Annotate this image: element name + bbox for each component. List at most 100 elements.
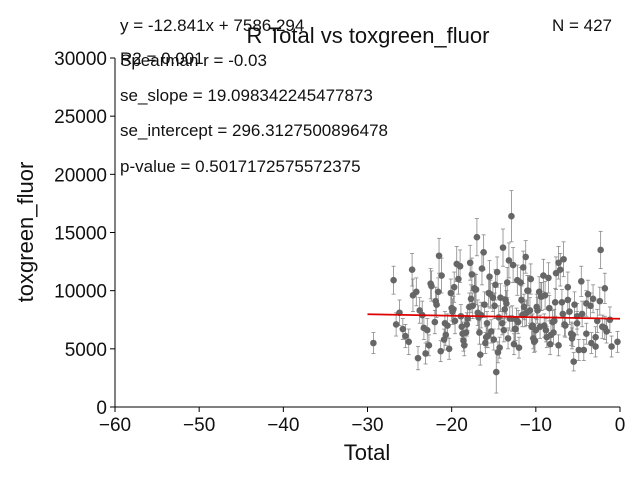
fit-line (367, 313, 621, 320)
data-point (558, 299, 566, 306)
y-tick-label: 5000 (65, 340, 107, 361)
data-point (483, 319, 491, 327)
stat-equation: y = -12.841x + 7586.294 (120, 16, 304, 35)
data-point (501, 305, 508, 313)
data-point (399, 325, 407, 333)
data-point (472, 286, 480, 293)
data-point (588, 339, 595, 347)
data-point (599, 323, 606, 331)
data-point (571, 301, 578, 308)
y-axis-label: toxgreen_fluor (13, 162, 38, 303)
data-point (451, 317, 459, 325)
data-point (528, 323, 535, 331)
data-point (577, 278, 585, 285)
data-point (435, 252, 443, 260)
data-point (476, 329, 483, 336)
data-point (596, 297, 604, 305)
data-point (503, 279, 511, 286)
data-point (459, 330, 466, 338)
data-point (515, 344, 523, 351)
data-point (597, 246, 604, 254)
data-point (537, 293, 545, 300)
y-tick-label: 0 (96, 398, 107, 419)
data-point (567, 330, 575, 338)
x-tick-label: −60 (99, 415, 131, 436)
x-tick-label: −30 (351, 415, 383, 436)
data-point (543, 333, 551, 341)
data-point (425, 342, 433, 349)
data-point (494, 349, 502, 356)
data-point (606, 316, 614, 324)
data-point (592, 333, 599, 341)
data-point (486, 273, 493, 281)
data-point (508, 212, 515, 220)
data-point (551, 299, 559, 306)
y-tick-label: 25000 (54, 107, 107, 128)
data-point (502, 296, 509, 304)
data-point (555, 259, 562, 267)
data-point (542, 326, 550, 334)
data-point (492, 368, 500, 376)
error-bars (371, 190, 620, 394)
x-axis-label: Total (344, 440, 390, 465)
data-point (420, 324, 428, 332)
data-point (460, 337, 467, 344)
stat-se-slope: se_slope = 19.098342245477873 (120, 86, 373, 105)
data-point (559, 310, 567, 318)
data-point (405, 338, 413, 346)
data-point (422, 350, 429, 357)
data-point (527, 275, 535, 283)
data-point (437, 347, 445, 355)
data-point (549, 318, 556, 326)
data-point (390, 276, 397, 284)
data-point (564, 283, 572, 291)
data-point (497, 294, 504, 301)
data-point (440, 336, 448, 343)
data-point (478, 265, 486, 272)
data-point (580, 346, 588, 354)
data-point (518, 296, 525, 304)
x-tick-label: 0 (615, 415, 626, 436)
axes (114, 58, 620, 408)
data-point (370, 339, 377, 347)
y-ticks: 0 5000 10000 15000 20000 25000 30000 (54, 49, 115, 419)
data-point (450, 283, 458, 291)
data-point (492, 281, 499, 289)
data-point (514, 276, 521, 284)
x-tick-label: −50 (183, 415, 215, 436)
data-point (474, 309, 482, 317)
data-point (402, 332, 409, 340)
data-point (614, 338, 621, 346)
data-point (583, 330, 590, 338)
data-point (545, 274, 552, 282)
y-tick-label: 30000 (54, 49, 107, 70)
fit-line-group (367, 313, 621, 320)
data-point (432, 297, 439, 305)
data-point (573, 319, 581, 327)
data-point (490, 336, 498, 343)
data-point (603, 328, 610, 335)
data-point (473, 233, 481, 241)
data-point (480, 248, 487, 256)
data-point (482, 339, 489, 347)
chart-title: R Total vs toxgreen_fluor (247, 23, 490, 48)
data-point (534, 307, 541, 314)
data-point (467, 295, 475, 303)
data-point (570, 358, 578, 365)
data-point (540, 272, 547, 279)
data-point (578, 310, 586, 318)
data-point (561, 322, 569, 329)
data-point (510, 340, 518, 348)
data-point (546, 304, 553, 312)
stat-p-value: p-value = 0.5017172575572375 (120, 157, 361, 176)
x-ticks: −60 −50 −40 −30 −20 −10 0 (99, 407, 625, 436)
data-point (485, 289, 493, 297)
data-point (455, 275, 462, 283)
y-tick-label: 15000 (54, 224, 107, 245)
data-point (413, 288, 420, 296)
data-point (491, 302, 498, 310)
data-point (524, 287, 532, 294)
data-point (513, 316, 520, 324)
data-point (520, 303, 528, 311)
